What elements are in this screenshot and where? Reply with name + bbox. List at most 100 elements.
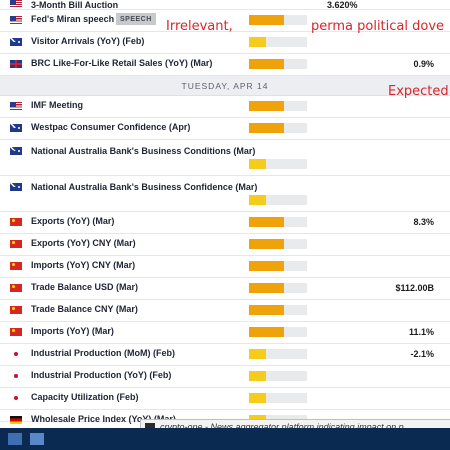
calendar-row-imports-yoy[interactable]: Imports (YoY) (Mar) 11.1% bbox=[0, 322, 450, 344]
impact-bar-fill bbox=[249, 305, 284, 315]
event-actual: 0.9% bbox=[413, 59, 434, 69]
event-name: National Australia Bank's Business Condi… bbox=[31, 146, 256, 156]
tooltip-text: crypto-one - News aggregator platform in… bbox=[160, 422, 404, 432]
calendar-row-trade-balance-usd[interactable]: Trade Balance USD (Mar) $112.00B bbox=[0, 278, 450, 300]
calendar-row-brc-lfl[interactable]: BRC Like-For-Like Retail Sales (YoY) (Ma… bbox=[0, 54, 450, 76]
event-name: Wholesale Price Index (YoY) (Mar) bbox=[31, 414, 176, 424]
calendar-row-trade-balance-cny[interactable]: Trade Balance CNY (Mar) bbox=[0, 300, 450, 322]
impact-bar bbox=[249, 195, 307, 205]
calendar-row-exports-yoy[interactable]: Exports (YoY) (Mar) 8.3% bbox=[0, 212, 450, 234]
event-name: Westpac Consumer Confidence (Apr) bbox=[31, 122, 191, 132]
impact-bar-fill bbox=[249, 195, 267, 205]
impact-bar-fill bbox=[249, 59, 284, 69]
impact-bar-fill bbox=[249, 327, 284, 337]
event-name: Industrial Production (YoY) (Feb) bbox=[31, 370, 172, 380]
event-actual: 11.1% bbox=[408, 327, 434, 337]
calendar-row-nab-confidence[interactable]: National Australia Bank's Business Confi… bbox=[0, 176, 450, 212]
impact-bar-fill bbox=[249, 393, 267, 403]
impact-bar bbox=[249, 37, 307, 47]
cn-flag-icon bbox=[10, 218, 22, 226]
event-actual: -2.1% bbox=[410, 349, 434, 359]
calendar-row-industrial-yoy[interactable]: Industrial Production (YoY) (Feb) bbox=[0, 366, 450, 388]
us-flag-icon bbox=[10, 0, 22, 7]
au-flag-icon bbox=[10, 147, 22, 155]
impact-bar bbox=[249, 59, 307, 69]
annotation-expected: Expected bbox=[388, 84, 449, 99]
event-name: Visitor Arrivals (YoY) (Feb) bbox=[31, 36, 145, 46]
cn-flag-icon bbox=[10, 240, 22, 248]
impact-bar-fill bbox=[249, 159, 267, 169]
cn-flag-icon bbox=[10, 328, 22, 336]
gb-flag-icon bbox=[10, 60, 22, 68]
day-header: TUESDAY, APR 14 bbox=[0, 76, 450, 96]
au-flag-icon bbox=[10, 183, 22, 191]
impact-bar bbox=[249, 283, 307, 293]
speech-badge: SPEECH bbox=[116, 13, 156, 25]
impact-bar-fill bbox=[249, 283, 284, 293]
calendar-row-exports-cny[interactable]: Exports (YoY) CNY (Mar) bbox=[0, 234, 450, 256]
impact-bar bbox=[249, 327, 307, 337]
impact-bar bbox=[249, 123, 307, 133]
au-flag-icon bbox=[10, 38, 22, 46]
impact-bar bbox=[249, 371, 307, 381]
au-flag-icon bbox=[10, 124, 22, 132]
impact-bar-fill bbox=[249, 15, 284, 25]
us-flag-icon bbox=[10, 16, 22, 24]
event-name: Trade Balance CNY (Mar) bbox=[31, 304, 138, 314]
event-name: Exports (YoY) CNY (Mar) bbox=[31, 238, 136, 248]
impact-bar-fill bbox=[249, 349, 267, 359]
cn-flag-icon bbox=[10, 284, 22, 292]
event-name: Industrial Production (MoM) (Feb) bbox=[31, 348, 175, 358]
event-name: BRC Like-For-Like Retail Sales (YoY) (Ma… bbox=[31, 58, 213, 68]
calendar-row-imf-meeting[interactable]: IMF Meeting bbox=[0, 96, 450, 118]
event-actual: $112.00B bbox=[395, 283, 434, 293]
calendar-row-nab-conditions[interactable]: National Australia Bank's Business Condi… bbox=[0, 140, 450, 176]
impact-bar-fill bbox=[249, 123, 284, 133]
impact-bar bbox=[249, 261, 307, 271]
calendar-row-westpac-confidence[interactable]: Westpac Consumer Confidence (Apr) bbox=[0, 118, 450, 140]
taskbar-app-icon[interactable] bbox=[8, 433, 22, 445]
annotation-dove: perma political dove bbox=[311, 19, 445, 34]
impact-bar bbox=[249, 101, 307, 111]
jp-flag-icon bbox=[10, 350, 22, 358]
event-actual: 8.3% bbox=[413, 217, 434, 227]
economic-calendar: 3-Month Bill Auction 3.620% Fed's Miran … bbox=[0, 0, 450, 425]
impact-bar bbox=[249, 159, 307, 169]
calendar-row-imports-cny[interactable]: Imports (YoY) CNY (Mar) bbox=[0, 256, 450, 278]
de-flag-icon bbox=[10, 416, 22, 424]
impact-bar-fill bbox=[249, 371, 267, 381]
us-flag-icon bbox=[10, 102, 22, 110]
impact-bar bbox=[249, 217, 307, 227]
jp-flag-icon bbox=[10, 372, 22, 380]
impact-bar-fill bbox=[249, 261, 284, 271]
jp-flag-icon bbox=[10, 394, 22, 402]
event-name: Capacity Utilization (Feb) bbox=[31, 392, 139, 402]
event-name: 3-Month Bill Auction bbox=[31, 0, 119, 10]
event-name: National Australia Bank's Business Confi… bbox=[31, 182, 258, 192]
impact-bar bbox=[249, 305, 307, 315]
event-name: Fed's Miran speech bbox=[31, 14, 115, 24]
event-name: Exports (YoY) (Mar) bbox=[31, 216, 115, 226]
impact-bar bbox=[249, 349, 307, 359]
calendar-row-feds-miran[interactable]: Fed's Miran speech SPEECH bbox=[0, 10, 450, 32]
event-actual: 3.620% bbox=[327, 0, 358, 10]
event-name: Trade Balance USD (Mar) bbox=[31, 282, 139, 292]
impact-bar-fill bbox=[249, 217, 284, 227]
cn-flag-icon bbox=[10, 262, 22, 270]
impact-bar bbox=[249, 239, 307, 249]
taskbar-app-icon[interactable] bbox=[30, 433, 44, 445]
calendar-row-3m-bill-auction[interactable]: 3-Month Bill Auction 3.620% bbox=[0, 0, 450, 10]
rows-after-header: IMF Meeting Westpac Consumer Confidence (… bbox=[0, 96, 450, 425]
impact-bar-fill bbox=[249, 239, 284, 249]
impact-bar bbox=[249, 393, 307, 403]
impact-bar bbox=[249, 15, 307, 25]
annotation-irrelevant: Irrelevant, bbox=[166, 19, 233, 34]
calendar-row-industrial-mom[interactable]: Industrial Production (MoM) (Feb) -2.1% bbox=[0, 344, 450, 366]
event-name: Imports (YoY) (Mar) bbox=[31, 326, 114, 336]
impact-bar-fill bbox=[249, 37, 267, 47]
calendar-row-capacity-utilization[interactable]: Capacity Utilization (Feb) bbox=[0, 388, 450, 410]
calendar-row-visitor-arrivals[interactable]: Visitor Arrivals (YoY) (Feb) bbox=[0, 32, 450, 54]
event-name: IMF Meeting bbox=[31, 100, 83, 110]
taskbar bbox=[0, 428, 450, 450]
event-name: Imports (YoY) CNY (Mar) bbox=[31, 260, 136, 270]
